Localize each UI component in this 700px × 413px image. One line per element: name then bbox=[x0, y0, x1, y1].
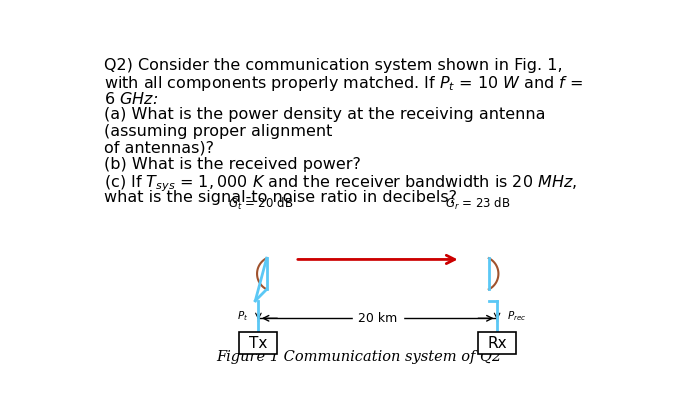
Text: (b) What is the received power?: (b) What is the received power? bbox=[104, 157, 360, 172]
Text: $6\ GHz$:: $6\ GHz$: bbox=[104, 90, 158, 107]
Text: $P_t$: $P_t$ bbox=[237, 309, 248, 323]
Bar bbox=[478, 332, 516, 354]
Text: Rx: Rx bbox=[487, 336, 507, 351]
Text: (c) If $T_{sys}$ = $1,000\ K$ and the receiver bandwidth is $20\ MHz$,: (c) If $T_{sys}$ = $1,000\ K$ and the re… bbox=[104, 173, 577, 194]
Bar bbox=[239, 332, 277, 354]
Text: (assuming proper alignment: (assuming proper alignment bbox=[104, 123, 332, 139]
Text: with all components properly matched. If $P_t$ = $10\ W$ and $f$ =: with all components properly matched. If… bbox=[104, 74, 583, 93]
Text: $P_{rec}$: $P_{rec}$ bbox=[507, 309, 526, 323]
Text: of antennas)?: of antennas)? bbox=[104, 140, 214, 155]
Text: $G_t$ = 20 dB: $G_t$ = 20 dB bbox=[228, 196, 294, 212]
Text: (a) What is the power density at the receiving antenna: (a) What is the power density at the rec… bbox=[104, 107, 545, 122]
Text: Tx: Tx bbox=[249, 336, 267, 351]
Text: 20 km: 20 km bbox=[358, 312, 398, 325]
Text: Q2) Consider the communication system shown in Fig. 1,: Q2) Consider the communication system sh… bbox=[104, 57, 562, 73]
Text: what is the signal-to noise ratio in decibels?: what is the signal-to noise ratio in dec… bbox=[104, 190, 457, 205]
Text: Figure 1 Communication system of Q2: Figure 1 Communication system of Q2 bbox=[216, 350, 501, 364]
Text: $G_r$ = 23 dB: $G_r$ = 23 dB bbox=[445, 196, 511, 212]
